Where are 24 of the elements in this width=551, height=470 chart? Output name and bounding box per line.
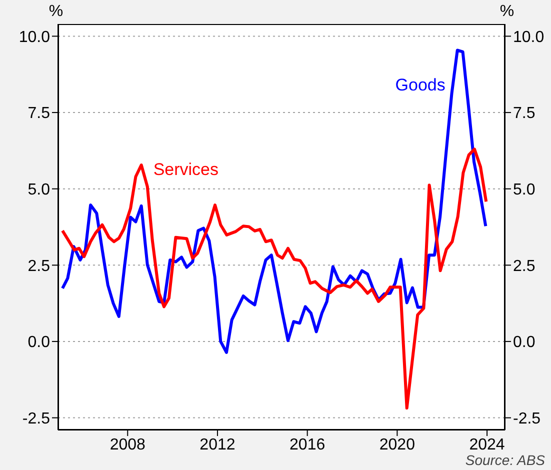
y-axis-title: % <box>48 3 64 20</box>
y-tick-label: 2.5 <box>28 258 50 275</box>
x-tick-label: 2012 <box>200 436 236 454</box>
y2-tick-label: 0.0 <box>513 334 536 352</box>
series-label: Services <box>153 160 219 180</box>
y2-tick-label: 2.5 <box>513 258 536 275</box>
y2-axis-title: % <box>500 3 514 20</box>
y2-tick-label: 5.0 <box>513 182 536 199</box>
x-tick-label: 2008 <box>110 436 146 454</box>
x-tick-label: 2024 <box>469 436 505 454</box>
y2-tick-label: 10.0 <box>513 28 544 46</box>
x-tick-label: 2020 <box>379 436 416 454</box>
x-tick-label: 2016 <box>290 436 326 454</box>
line-series <box>60 148 488 410</box>
y-tick-label: 5.0 <box>28 182 50 199</box>
y2-tick-label: -2.5 <box>513 410 541 428</box>
y-tick-label: 7.5 <box>28 105 50 122</box>
source-note: Source: ABS <box>465 452 545 468</box>
series-label: Goods <box>395 75 446 94</box>
y2-tick-label: 7.5 <box>513 105 536 122</box>
line-series <box>60 48 488 354</box>
y-tick-label: 0.0 <box>28 334 50 352</box>
y-tick-label: -2.5 <box>22 410 50 428</box>
y-tick-label: 10.0 <box>18 28 50 46</box>
